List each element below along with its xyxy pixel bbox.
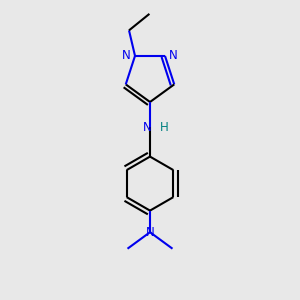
Text: N: N (122, 49, 131, 62)
Text: N: N (142, 121, 152, 134)
Text: N: N (169, 49, 178, 62)
Text: H: H (160, 121, 169, 134)
Text: N: N (146, 226, 154, 239)
